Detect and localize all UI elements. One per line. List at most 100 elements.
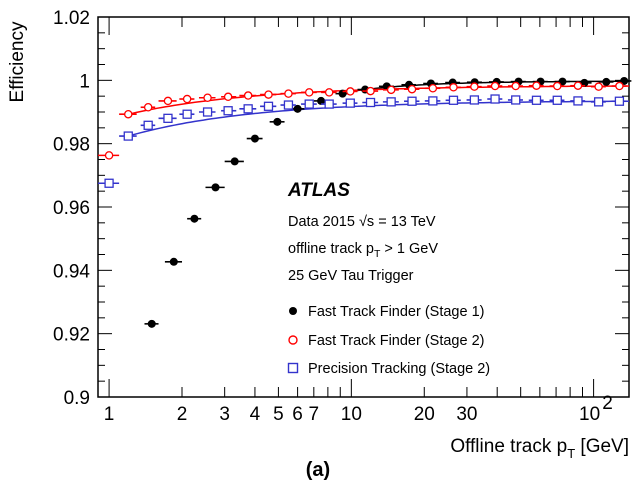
point-precision [448, 95, 459, 105]
y-tick-label: 1 [79, 71, 90, 92]
point-precision [202, 107, 213, 117]
panel-label: (a) [306, 459, 330, 481]
point-stage2 [182, 94, 192, 104]
point-precision [324, 99, 334, 109]
legend-marker-filled-circle [289, 307, 297, 315]
point-precision [182, 109, 192, 119]
y-axis-title: Efficiency [7, 21, 28, 102]
x-tick-label-100-exponent: 2 [602, 393, 613, 414]
x-tick-label: 30 [456, 404, 477, 425]
point-precision [511, 95, 521, 105]
atlas-label: ATLAS [287, 180, 350, 201]
point-precision [614, 96, 625, 106]
x-axis: 1 2 3 4 5 6 7 10 20 30 102 [104, 17, 613, 425]
x-tick-label: 10 [341, 404, 362, 425]
point-stage1 [293, 104, 302, 113]
point-stage1 [169, 257, 178, 266]
point-stage2 [203, 93, 212, 103]
y-tick-label: 0.98 [53, 135, 90, 156]
point-stage2 [386, 85, 396, 95]
point-precision [104, 178, 114, 188]
legend-entry-stage2: Fast Track Finder (Stage 2) [288, 333, 484, 349]
point-stage1 [273, 117, 282, 126]
legend-marker-open-circle [288, 335, 298, 345]
legend-label-stage1: Fast Track Finder (Stage 1) [308, 304, 484, 320]
point-precision [573, 96, 583, 106]
track-cut-label: offline track pT > 1 GeV [288, 241, 438, 260]
trigger-label: 25 GeV Tau Trigger [288, 268, 414, 284]
point-precision [263, 101, 274, 111]
point-stage2 [449, 83, 458, 92]
y-tick-label: 0.96 [53, 198, 90, 219]
x-tick-label: 6 [292, 404, 303, 425]
y-tick-label: 1.02 [53, 8, 90, 29]
point-precision [407, 96, 417, 106]
point-stage2 [594, 82, 603, 91]
point-stage2 [104, 151, 114, 160]
data-energy-label: Data 2015 √s = 13 TeV [288, 214, 436, 230]
point-precision [223, 106, 233, 116]
legend-entry-precision: Precision Tracking (Stage 2) [287, 361, 490, 377]
x-tick-label: 5 [273, 404, 284, 425]
point-stage2 [407, 84, 417, 94]
legend-entry-stage1: Fast Track Finder (Stage 1) [289, 304, 484, 320]
point-stage1 [211, 183, 220, 192]
point-stage1 [250, 134, 259, 143]
fit-curve [128, 100, 630, 137]
y-tick-label: 0.9 [64, 388, 90, 409]
point-precision [386, 97, 396, 107]
point-stage2 [304, 88, 314, 97]
point-stage2 [470, 82, 479, 91]
point-precision [490, 94, 500, 104]
point-stage2 [511, 81, 520, 91]
point-stage1 [602, 77, 611, 86]
point-stage1 [230, 157, 239, 166]
point-stage2 [615, 81, 624, 91]
x-tick-label: 4 [250, 404, 261, 425]
point-precision [243, 104, 253, 114]
point-stage2 [243, 91, 253, 100]
point-stage2 [163, 96, 173, 106]
x-tick-label: 7 [309, 404, 320, 425]
point-precision [552, 95, 562, 105]
x-tick-label-100: 10 [579, 404, 600, 425]
legend-marker-open-square [287, 362, 299, 374]
point-stage1 [147, 319, 156, 328]
point-stage2 [324, 88, 334, 97]
point-stage1 [317, 96, 326, 105]
point-stage2 [143, 103, 153, 112]
y-axis: 0.9 0.92 0.94 0.96 0.98 1 1.02 [53, 8, 629, 409]
point-precision [469, 95, 480, 105]
point-precision [304, 99, 314, 109]
point-precision [345, 98, 355, 108]
point-stage2 [366, 86, 375, 96]
legend: Fast Track Finder (Stage 1) Fast Track F… [287, 304, 490, 377]
point-precision [163, 113, 173, 123]
x-axis-title: Offline track pT [GeV] [450, 436, 629, 461]
point-stage2 [532, 81, 541, 90]
point-stage2 [428, 84, 438, 93]
x-tick-label: 2 [177, 404, 188, 425]
point-stage2 [573, 81, 583, 90]
point-precision [593, 97, 604, 107]
point-stage2 [346, 87, 355, 96]
point-stage1 [580, 78, 589, 87]
point-stage2 [264, 90, 273, 99]
point-precision [283, 100, 294, 110]
x-tick-label: 3 [219, 404, 230, 425]
point-precision [143, 120, 153, 130]
point-stage2 [223, 92, 233, 102]
point-stage1 [190, 214, 199, 223]
y-tick-label: 0.92 [53, 325, 90, 346]
legend-label-precision: Precision Tracking (Stage 2) [308, 361, 490, 377]
annotation-block: ATLAS Data 2015 √s = 13 TeV offline trac… [287, 180, 438, 284]
point-precision [123, 131, 133, 141]
data-points [98, 76, 632, 328]
point-precision [531, 95, 542, 105]
fit-curve [128, 85, 630, 115]
point-stage2 [284, 89, 293, 98]
point-stage2 [490, 81, 500, 91]
x-tick-label: 1 [104, 404, 115, 425]
legend-label-stage2: Fast Track Finder (Stage 2) [308, 333, 484, 349]
